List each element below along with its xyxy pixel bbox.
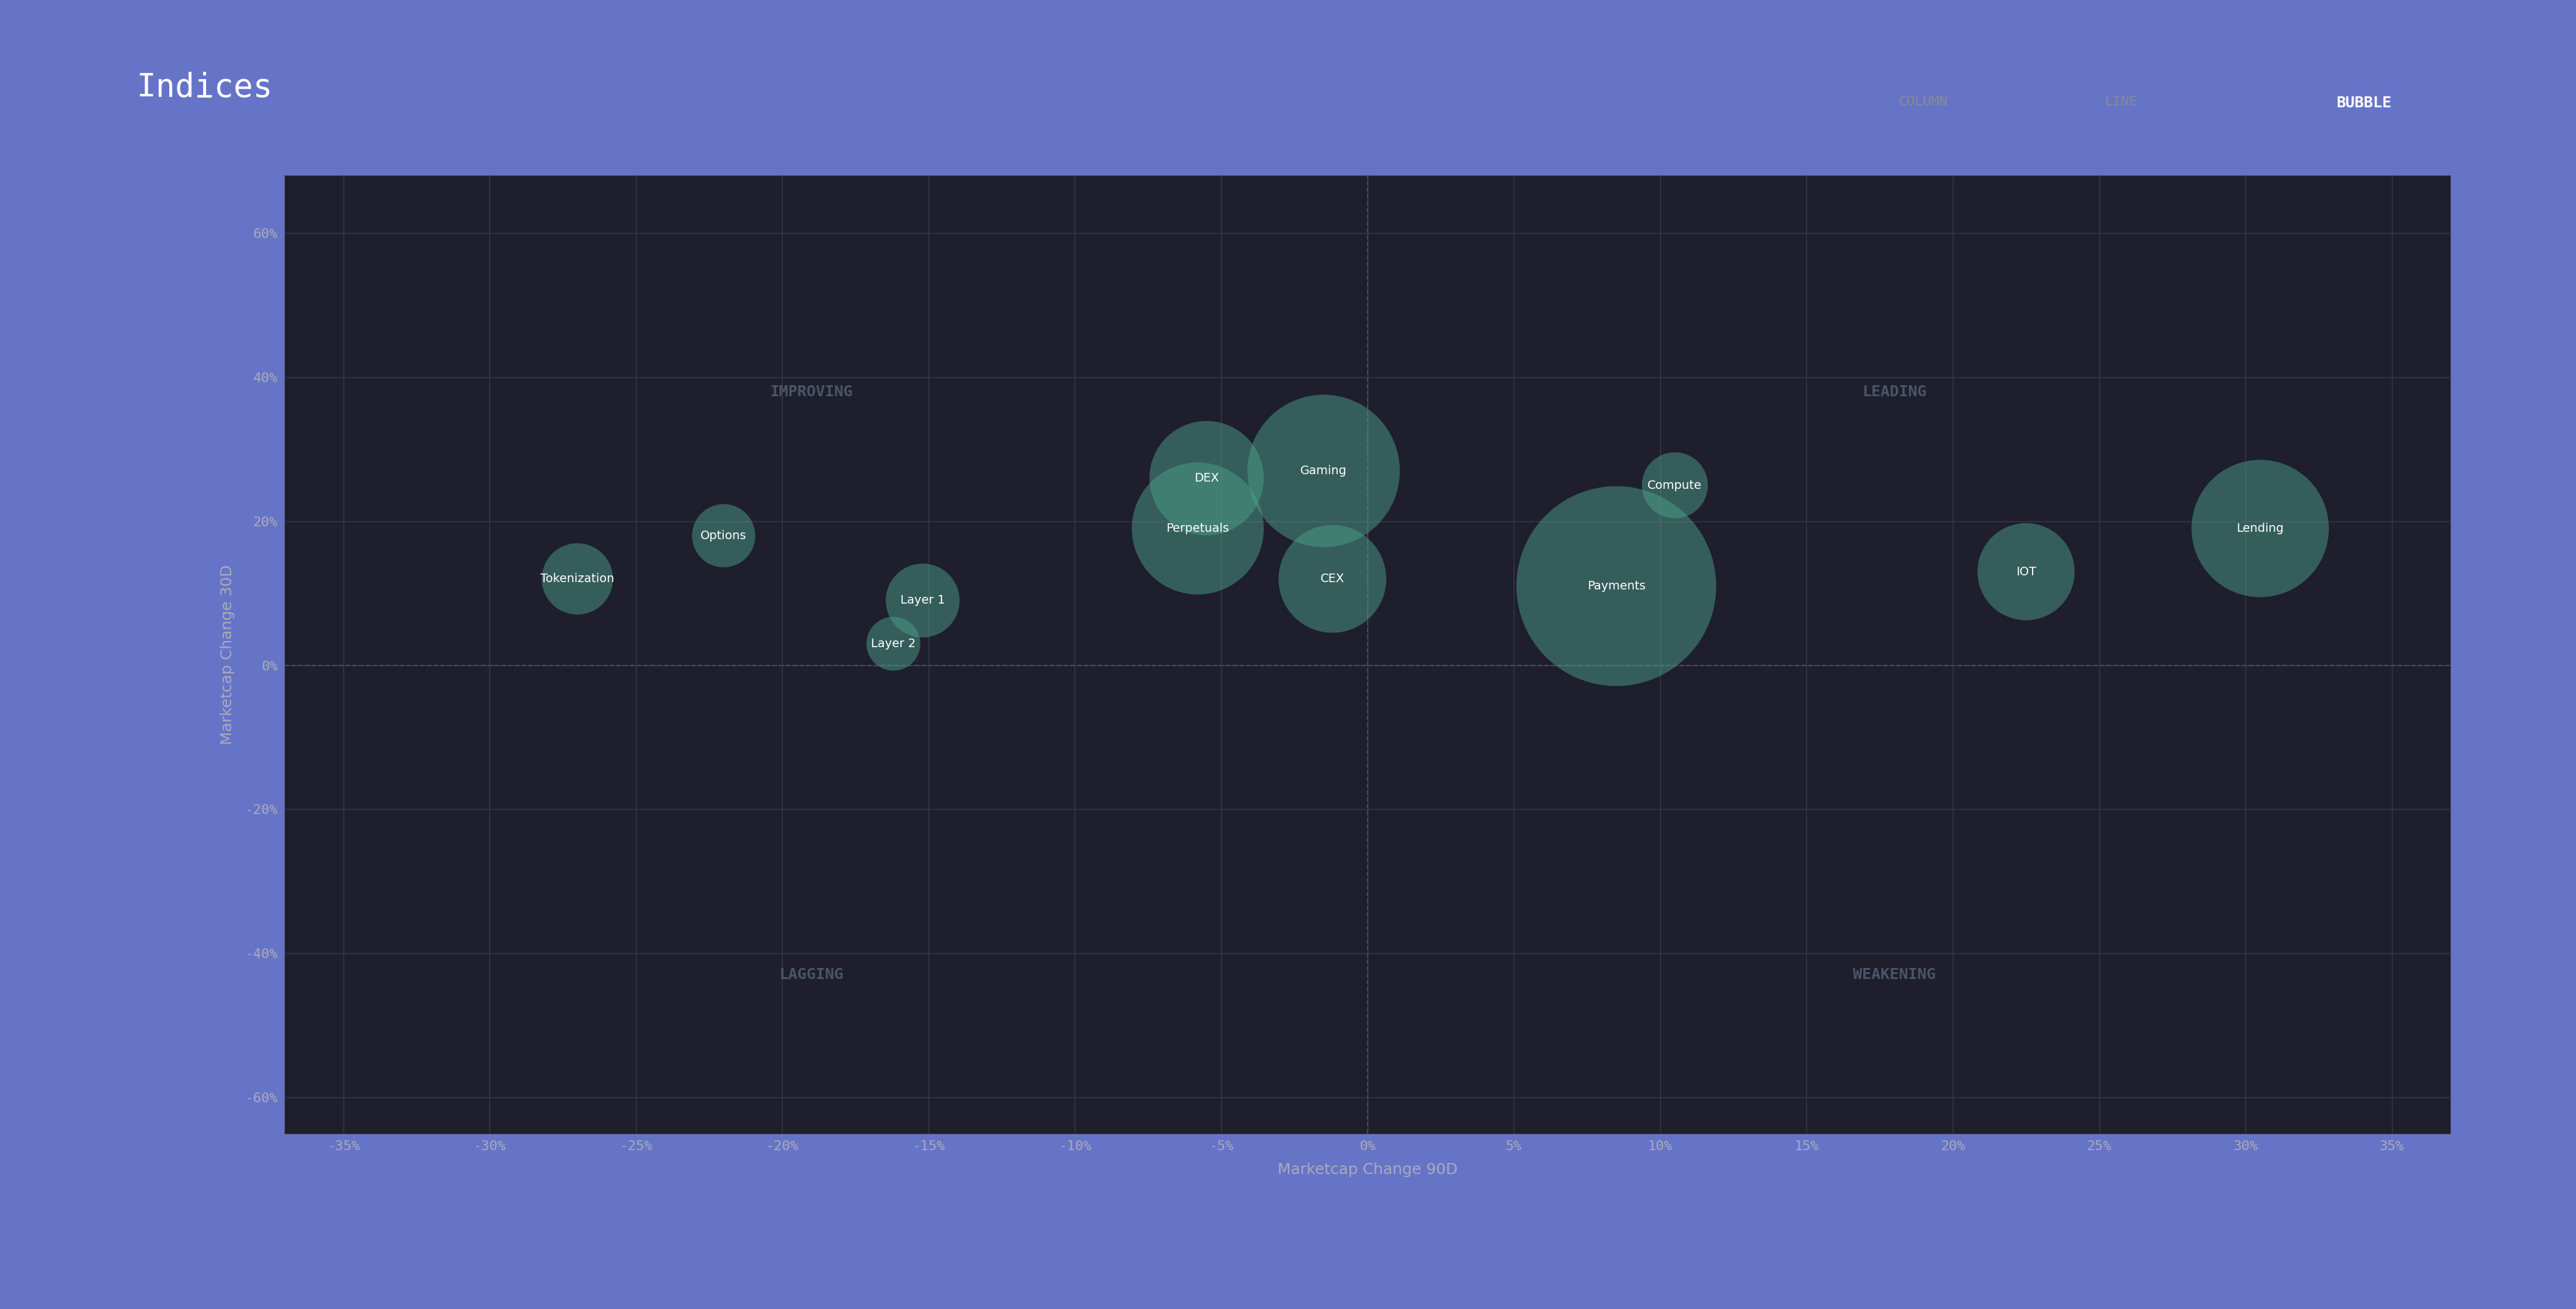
Point bbox=[1595, 576, 1636, 597]
Text: Tokenization: Tokenization bbox=[541, 573, 613, 585]
Y-axis label: Marketcap Change 30D: Marketcap Change 30D bbox=[219, 564, 234, 745]
Point bbox=[2007, 562, 2048, 583]
Text: Indices: Indices bbox=[137, 72, 273, 103]
Text: WEAKENING: WEAKENING bbox=[1852, 967, 1935, 982]
Point bbox=[1185, 467, 1226, 488]
Text: Payments: Payments bbox=[1587, 580, 1646, 592]
Point bbox=[703, 525, 744, 546]
Text: Layer 1: Layer 1 bbox=[899, 594, 945, 606]
Text: COLUMN: COLUMN bbox=[1899, 96, 1947, 107]
Text: Perpetuals: Perpetuals bbox=[1167, 522, 1229, 534]
Text: IMPROVING: IMPROVING bbox=[770, 385, 853, 399]
Text: IOT: IOT bbox=[2017, 565, 2035, 577]
Text: LEADING: LEADING bbox=[1862, 385, 1927, 399]
Point bbox=[902, 590, 943, 611]
X-axis label: Marketcap Change 90D: Marketcap Change 90D bbox=[1278, 1162, 1458, 1177]
Text: LINE: LINE bbox=[2105, 96, 2138, 107]
Text: Options: Options bbox=[701, 530, 747, 542]
Text: Lending: Lending bbox=[2236, 522, 2285, 534]
Point bbox=[873, 634, 914, 654]
Text: BUBBLE: BUBBLE bbox=[2336, 96, 2391, 110]
Point bbox=[1177, 518, 1218, 539]
Point bbox=[2239, 518, 2280, 539]
Text: Layer 2: Layer 2 bbox=[871, 637, 917, 649]
Text: Compute: Compute bbox=[1649, 479, 1703, 491]
Text: CEX: CEX bbox=[1321, 573, 1345, 585]
Point bbox=[1311, 568, 1352, 589]
Text: Gaming: Gaming bbox=[1301, 465, 1347, 476]
Point bbox=[1654, 475, 1695, 496]
Text: LAGGING: LAGGING bbox=[781, 967, 845, 982]
Text: DEX: DEX bbox=[1195, 473, 1218, 484]
Point bbox=[1303, 461, 1345, 482]
Point bbox=[556, 568, 598, 589]
